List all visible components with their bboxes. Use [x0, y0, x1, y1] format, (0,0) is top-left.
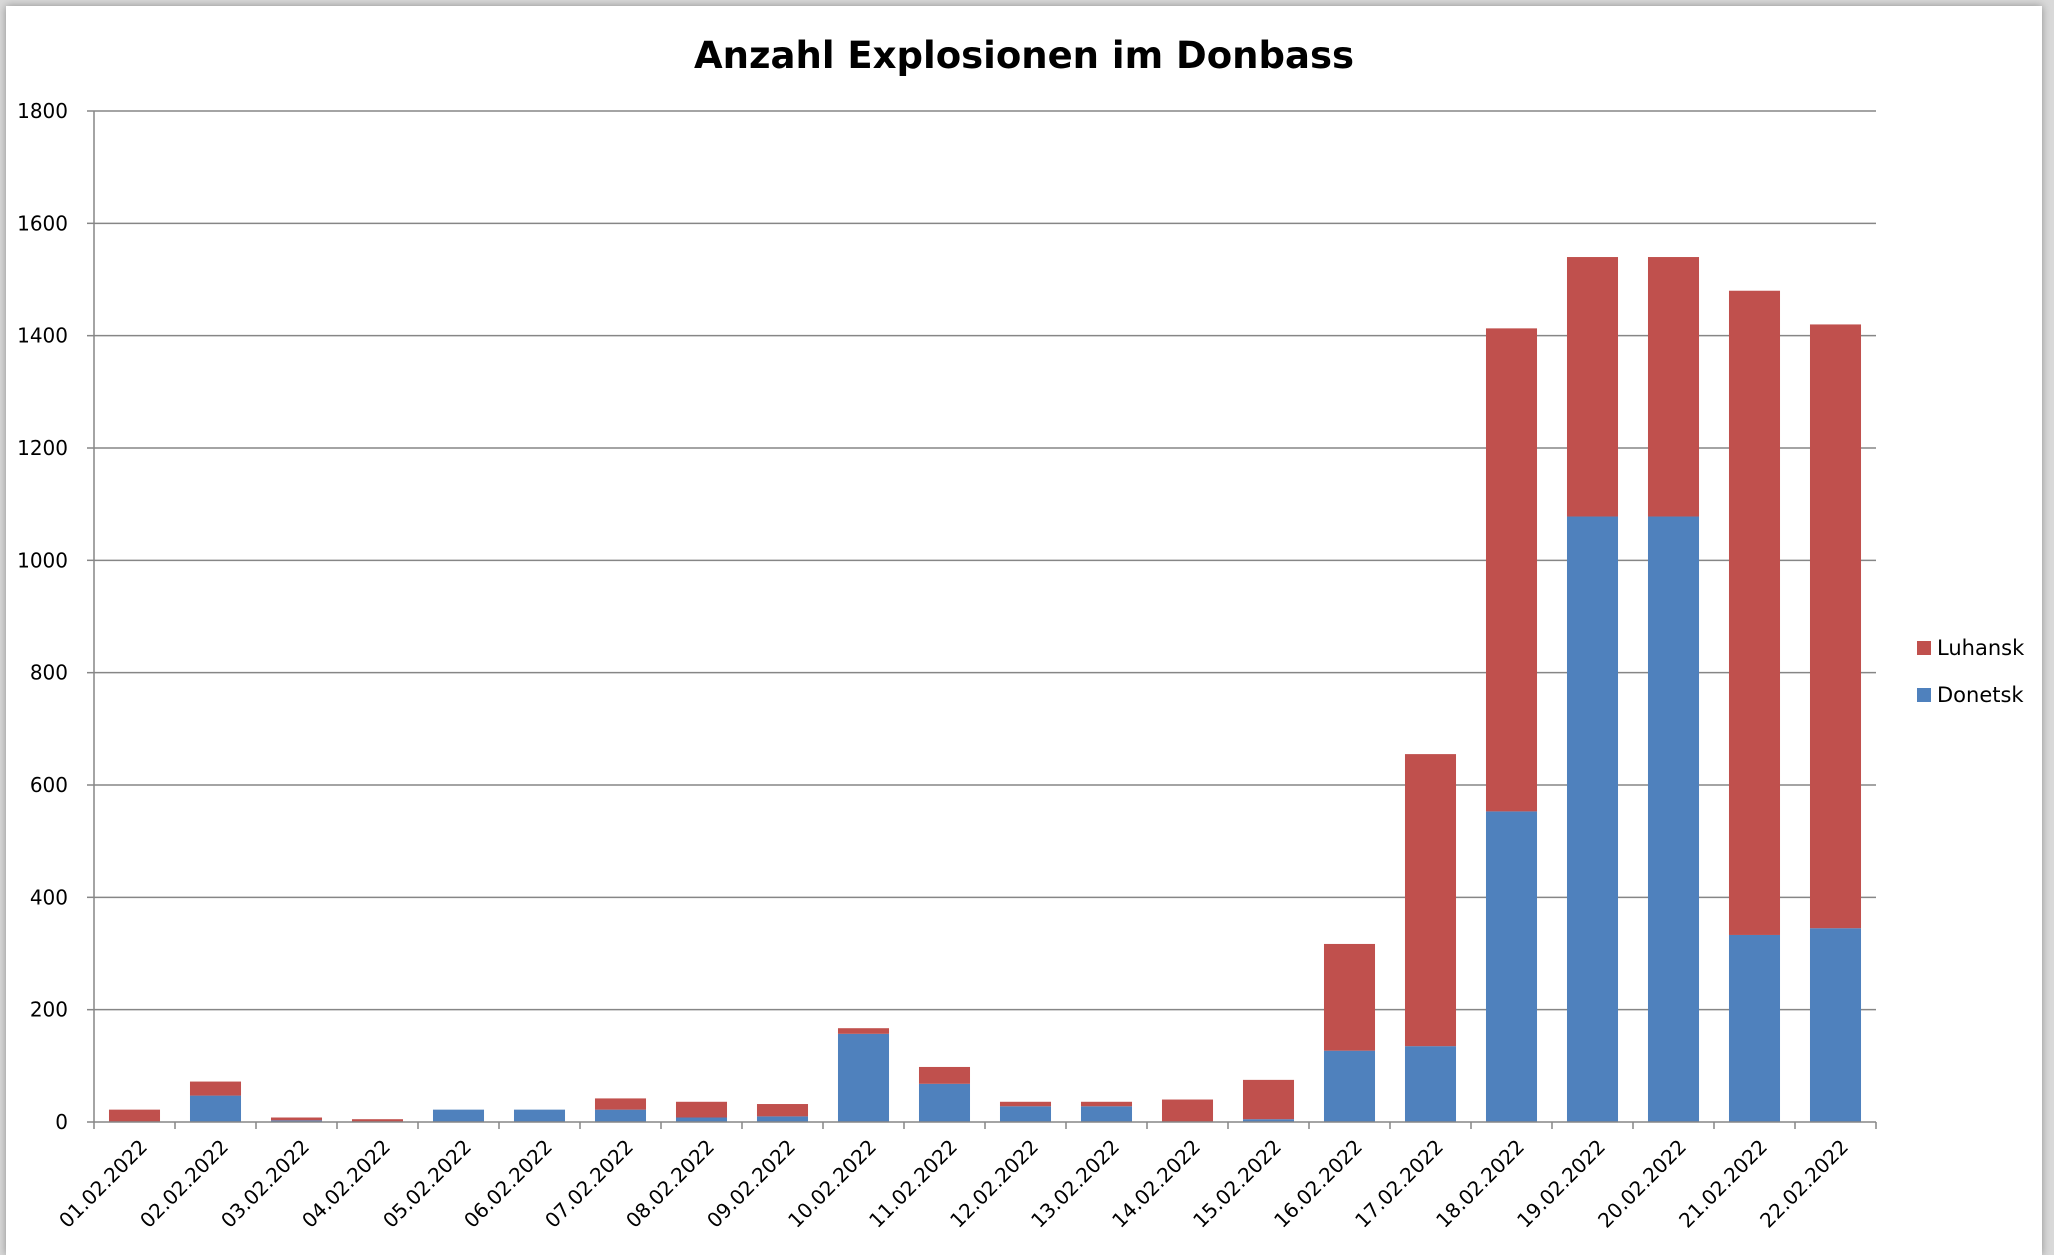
- y-axis-ticks: 0 200 400 600 800 1000 1200 1400 1600 1800: [17, 99, 68, 1134]
- bar-donetsk-10.02.2022: [837, 1033, 890, 1122]
- bars: [108, 257, 1862, 1122]
- bar-luhansk-18.02.2022: [1485, 328, 1538, 812]
- legend-swatch-donetsk: [1917, 688, 1931, 702]
- bar-luhansk-20.02.2022: [1647, 257, 1700, 517]
- bar-luhansk-09.02.2022: [756, 1104, 809, 1117]
- bar-donetsk-22.02.2022: [1809, 928, 1862, 1122]
- bar-donetsk-02.02.2022: [189, 1095, 242, 1122]
- bar-donetsk-06.02.2022: [513, 1109, 566, 1122]
- bar-luhansk-15.02.2022: [1242, 1079, 1295, 1120]
- legend: Luhansk Donetsk: [1917, 636, 2025, 707]
- bar-donetsk-09.02.2022: [756, 1116, 809, 1122]
- bar-luhansk-17.02.2022: [1404, 754, 1457, 1047]
- chart-frame: Anzahl Explosionen im Donbass 0 200 400 600…: [6, 6, 2042, 1255]
- bar-luhansk-22.02.2022: [1809, 324, 1862, 929]
- axes: [87, 110, 1877, 1129]
- bar-luhansk-04.02.2022: [351, 1119, 404, 1122]
- bar-donetsk-18.02.2022: [1485, 811, 1538, 1122]
- y-tick-label: 800: [30, 661, 68, 685]
- bar-donetsk-13.02.2022: [1080, 1106, 1133, 1122]
- bar-donetsk-21.02.2022: [1728, 934, 1781, 1122]
- y-tick-label: 1000: [17, 548, 68, 572]
- bar-luhansk-16.02.2022: [1323, 943, 1376, 1051]
- y-tick-label: 200: [30, 998, 68, 1022]
- bar-luhansk-14.02.2022: [1161, 1099, 1214, 1122]
- bar-donetsk-11.02.2022: [918, 1083, 971, 1122]
- bar-luhansk-07.02.2022: [594, 1098, 647, 1110]
- bar-donetsk-05.02.2022: [432, 1109, 485, 1122]
- y-tick-label: 1600: [17, 211, 68, 235]
- bar-luhansk-11.02.2022: [918, 1066, 971, 1084]
- y-tick-label: 0: [55, 1110, 68, 1134]
- y-tick-label: 600: [30, 773, 68, 797]
- bar-luhansk-19.02.2022: [1566, 257, 1619, 517]
- chart-title: Anzahl Explosionen im Donbass: [694, 34, 1354, 77]
- bar-donetsk-15.02.2022: [1242, 1119, 1295, 1122]
- bar-luhansk-02.02.2022: [189, 1081, 242, 1096]
- bar-luhansk-13.02.2022: [1080, 1101, 1133, 1107]
- chart: Anzahl Explosionen im Donbass 0 200 400 600…: [17, 34, 2025, 1233]
- grid: [94, 110, 1876, 1011]
- y-tick-label: 1400: [17, 324, 68, 348]
- bar-donetsk-20.02.2022: [1647, 516, 1700, 1122]
- bar-luhansk-03.02.2022: [270, 1117, 323, 1121]
- bar-donetsk-03.02.2022: [270, 1120, 323, 1122]
- y-tick-label: 1200: [17, 436, 68, 460]
- bar-luhansk-01.02.2022: [108, 1109, 161, 1122]
- y-tick-label: 1800: [17, 99, 68, 123]
- bar-donetsk-19.02.2022: [1566, 516, 1619, 1122]
- bar-donetsk-16.02.2022: [1323, 1050, 1376, 1122]
- bar-luhansk-08.02.2022: [675, 1101, 728, 1118]
- bar-luhansk-12.02.2022: [999, 1101, 1052, 1107]
- legend-label-donetsk: Donetsk: [1937, 683, 2024, 707]
- legend-label-luhansk: Luhansk: [1937, 636, 2025, 660]
- bar-donetsk-17.02.2022: [1404, 1046, 1457, 1122]
- bar-donetsk-07.02.2022: [594, 1109, 647, 1122]
- x-tick-label: 22.02.2022: [1755, 1135, 1853, 1233]
- x-axis-ticks: 01.02.202202.02.202203.02.202204.02.2022…: [54, 1135, 1853, 1233]
- bar-donetsk-08.02.2022: [675, 1117, 728, 1122]
- bar-donetsk-12.02.2022: [999, 1106, 1052, 1122]
- legend-swatch-luhansk: [1917, 641, 1931, 655]
- bar-luhansk-21.02.2022: [1728, 290, 1781, 935]
- y-tick-label: 400: [30, 885, 68, 909]
- bar-luhansk-10.02.2022: [837, 1028, 890, 1034]
